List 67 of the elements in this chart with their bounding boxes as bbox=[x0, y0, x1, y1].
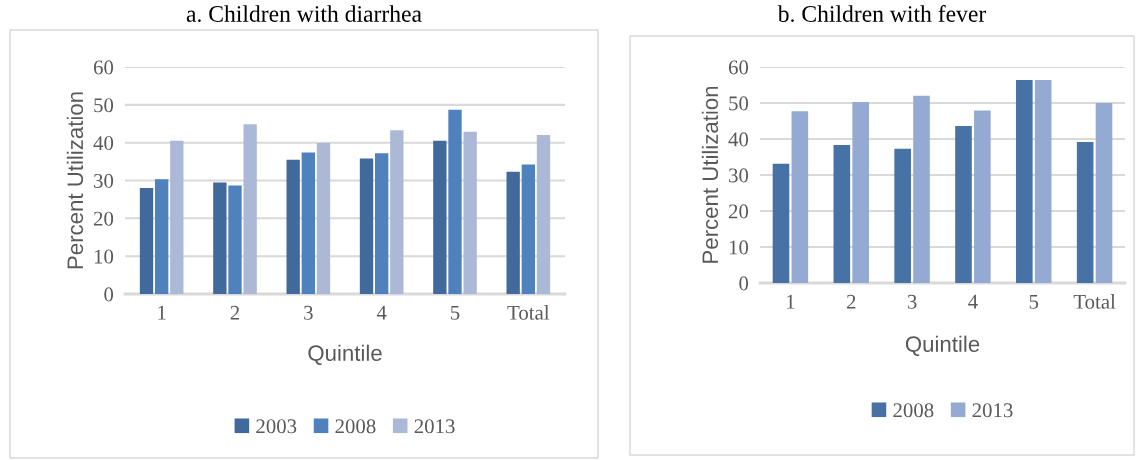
x-tick-label: 3 bbox=[304, 305, 313, 320]
x-tick-label: 5 bbox=[451, 305, 460, 320]
x-tick-label: Total bbox=[507, 305, 550, 320]
legend-label: 2008 bbox=[893, 403, 934, 418]
y-tick-label: 50 bbox=[94, 98, 114, 113]
y-tick-label: 40 bbox=[93, 136, 114, 151]
x-tick-label: 3 bbox=[907, 294, 917, 309]
y-tick-label: 60 bbox=[728, 60, 749, 75]
y-tick-label: 10 bbox=[94, 249, 114, 264]
bar bbox=[316, 143, 331, 294]
y-axis-title: Percent Utilization bbox=[66, 92, 84, 269]
bar bbox=[955, 126, 972, 283]
x-tick-label: 1 bbox=[787, 294, 795, 309]
bar bbox=[139, 188, 154, 294]
bar bbox=[170, 140, 184, 294]
bar bbox=[213, 182, 227, 294]
x-tick-label: 1 bbox=[158, 305, 166, 320]
bar bbox=[463, 131, 477, 294]
bar bbox=[228, 185, 242, 294]
x-tick-label: 4 bbox=[376, 305, 387, 320]
bar bbox=[243, 124, 257, 294]
y-tick-label: 0 bbox=[104, 287, 114, 302]
x-tick-label: 2 bbox=[230, 305, 240, 320]
x-tick-label: 4 bbox=[968, 294, 978, 309]
bar bbox=[791, 111, 809, 283]
bar bbox=[433, 140, 447, 294]
bar bbox=[448, 109, 462, 294]
bar bbox=[1076, 141, 1094, 283]
bar bbox=[359, 158, 374, 294]
bar bbox=[155, 179, 169, 294]
y-tick-label: 0 bbox=[739, 276, 749, 291]
bar bbox=[974, 110, 991, 283]
legend-label: 2008 bbox=[335, 419, 376, 434]
y-tick-label: 10 bbox=[729, 240, 749, 255]
bar bbox=[772, 163, 790, 283]
bar bbox=[894, 148, 911, 283]
bar bbox=[390, 130, 404, 294]
chart-title: b. Children with fever bbox=[777, 5, 987, 23]
y-tick-label: 60 bbox=[93, 60, 114, 75]
x-tick-label: 5 bbox=[1029, 294, 1039, 309]
y-tick-label: 50 bbox=[729, 96, 749, 111]
bar bbox=[852, 101, 869, 283]
bar bbox=[1095, 103, 1113, 283]
legend-label: 2013 bbox=[972, 403, 1013, 418]
bar bbox=[913, 95, 930, 283]
y-axis-title: Percent Utilization bbox=[701, 86, 719, 263]
bar bbox=[833, 145, 851, 283]
legend-label: 2003 bbox=[256, 419, 297, 434]
legend-label: 2013 bbox=[414, 419, 455, 434]
y-tick-label: 30 bbox=[94, 173, 114, 188]
y-tick-label: 30 bbox=[729, 168, 749, 183]
x-axis-title: Quintile bbox=[308, 344, 382, 365]
bar bbox=[506, 171, 520, 294]
x-tick-label: 2 bbox=[846, 294, 856, 309]
chart-title: a. Children with diarrhea bbox=[186, 5, 422, 23]
bar bbox=[301, 152, 315, 294]
x-axis-title: Quintile bbox=[905, 335, 980, 356]
bar bbox=[286, 159, 300, 294]
y-tick-label: 40 bbox=[728, 132, 749, 147]
bar bbox=[375, 153, 389, 294]
bar bbox=[1034, 79, 1052, 283]
y-tick-label: 20 bbox=[93, 211, 114, 226]
y-tick-label: 20 bbox=[728, 204, 749, 219]
bar bbox=[536, 135, 551, 294]
x-tick-label: Total bbox=[1073, 294, 1116, 309]
bar bbox=[1016, 79, 1033, 283]
bar bbox=[521, 164, 535, 294]
